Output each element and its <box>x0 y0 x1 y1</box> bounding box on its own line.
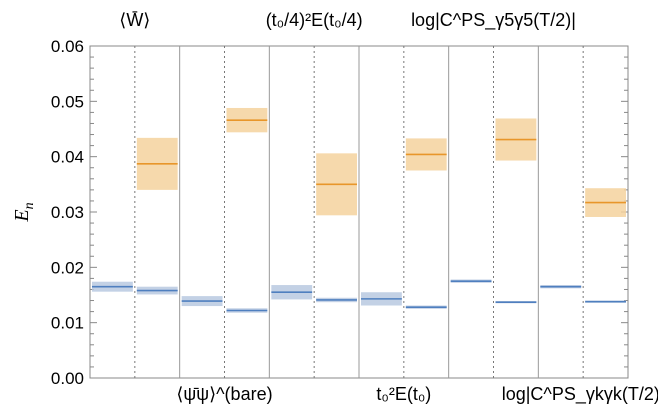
y-tick-label: 0.01 <box>51 314 84 333</box>
y-tick-label: 0.00 <box>51 369 84 388</box>
category-label-top: log|C^PS_γ5γ5(T/2)| <box>411 10 576 31</box>
y-tick-label: 0.05 <box>51 92 84 111</box>
y-axis-label-subscript: n <box>22 202 37 209</box>
y-axis-label: En <box>11 202 37 222</box>
y-tick-label: 0.06 <box>51 37 84 56</box>
y-tick-label: 0.02 <box>51 258 84 277</box>
y-tick-label: 0.03 <box>51 203 84 222</box>
marks <box>92 107 626 313</box>
category-label-bottom: ⟨ψ̄ψ⟩^(bare) <box>176 384 272 404</box>
category-label-bottom: t₀²E(t₀) <box>376 384 431 404</box>
category-label-top: ⟨W̄⟩ <box>119 10 150 30</box>
category-label-top: (t₀/4)²E(t₀/4) <box>266 10 363 30</box>
y-axis: 0.00 0.01 0.02 0.03 0.04 0.05 0.06 <box>51 37 628 388</box>
y-tick-label: 0.04 <box>51 148 84 167</box>
y-axis-label-main: E <box>11 209 33 222</box>
category-labels: ⟨W̄⟩ ⟨ψ̄ψ⟩^(bare) (t₀/4)²E(t₀/4) t₀²E(t₀) lo… <box>119 10 658 405</box>
plot-area <box>89 45 629 379</box>
category-label-bottom: log|C^PS_γkγk(T/2)| <box>502 384 658 405</box>
